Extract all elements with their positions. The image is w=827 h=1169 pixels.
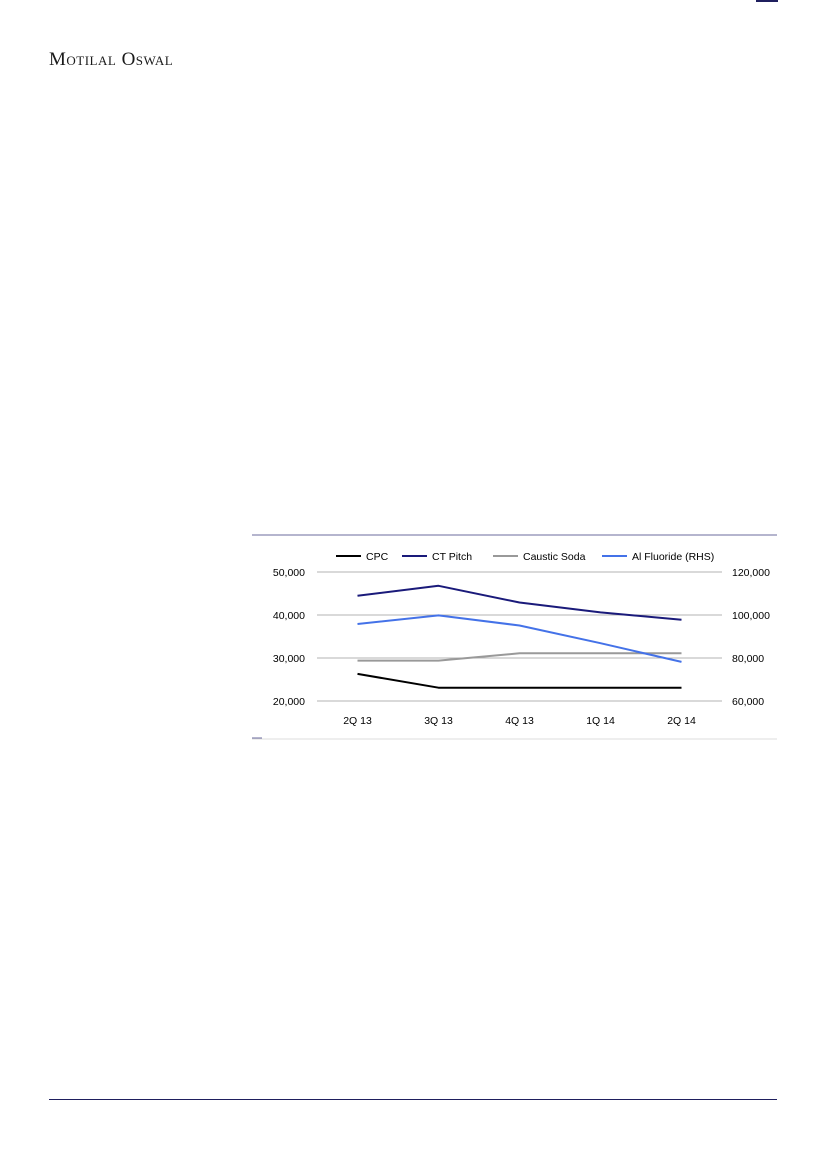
legend-label: CPC (366, 551, 389, 563)
chart-canvas: 20,000 30,000 40,000 50,000 60,000 80,000 100,… (252, 534, 777, 740)
legend-label: Caustic Soda (523, 551, 586, 563)
y-right-tick-label: 60,000 (732, 696, 764, 708)
legend-label: CT Pitch (432, 551, 472, 563)
series-line-caustic-soda (357, 652, 682, 662)
legend-label: Al Fluoride (RHS) (632, 551, 714, 563)
x-tick-label: 2Q 13 (343, 715, 372, 727)
header-corner-rule (756, 0, 778, 2)
series-line-cpc (357, 672, 682, 689)
x-tick-label: 1Q 14 (586, 715, 615, 727)
y-right-tick-label: 80,000 (732, 653, 764, 665)
x-tick-label: 3Q 13 (424, 715, 453, 727)
y-left-tick-label: 50,000 (273, 567, 305, 579)
series-line-ct-pitch (357, 584, 682, 621)
y-left-tick-label: 40,000 (273, 610, 305, 622)
y-left-tick-label: 30,000 (273, 653, 305, 665)
brand-logo: Motilal Oswal (49, 49, 174, 70)
line-chart: 20,000 30,000 40,000 50,000 60,000 80,000 100,… (252, 534, 777, 740)
y-right-tick-label: 120,000 (732, 567, 770, 579)
y-right-tick-label: 100,000 (732, 610, 770, 622)
x-tick-label: 4Q 13 (505, 715, 534, 727)
footer-rule (49, 1099, 777, 1100)
x-tick-label: 2Q 14 (667, 715, 696, 727)
y-left-tick-label: 20,000 (273, 696, 305, 708)
series-line-al-fluoride-rhs (357, 614, 682, 663)
